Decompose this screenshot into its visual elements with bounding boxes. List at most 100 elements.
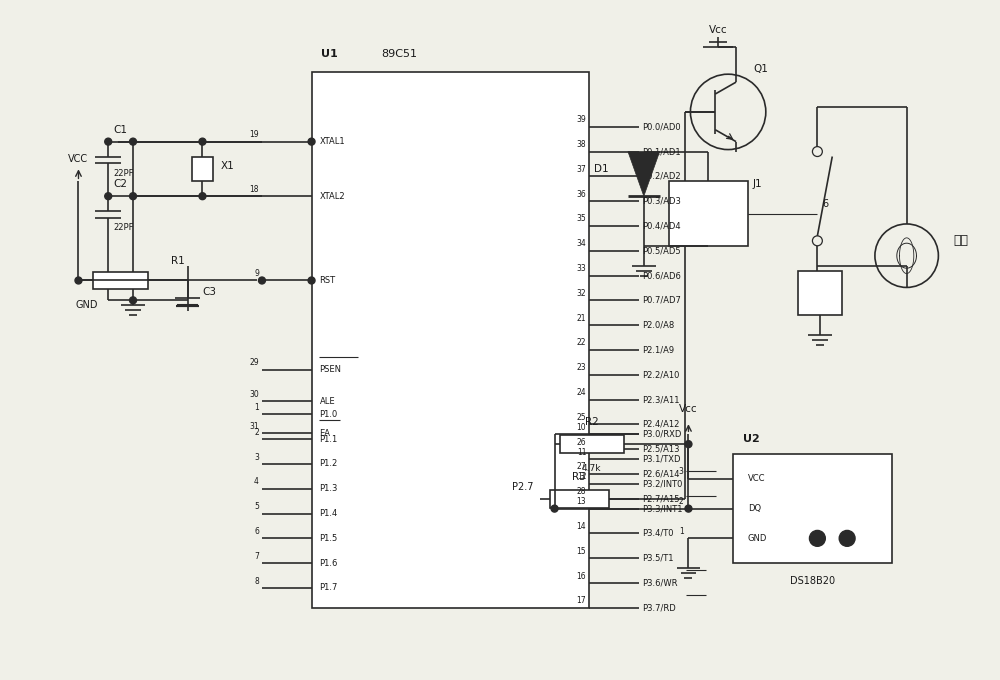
Text: U2: U2: [743, 435, 760, 444]
Text: 22PF: 22PF: [113, 169, 134, 178]
Text: 19: 19: [249, 130, 259, 139]
Text: 38: 38: [577, 140, 586, 149]
Text: 89C51: 89C51: [381, 50, 417, 59]
Circle shape: [551, 505, 558, 512]
Text: P1.4: P1.4: [319, 509, 338, 518]
Text: 23: 23: [577, 363, 586, 372]
Text: J1: J1: [753, 180, 763, 189]
Text: D1: D1: [594, 164, 609, 174]
Circle shape: [685, 505, 692, 512]
Text: 16: 16: [577, 572, 586, 581]
Bar: [192, 156, 213, 182]
Text: 37: 37: [577, 165, 586, 174]
Text: P2.6/A14: P2.6/A14: [642, 469, 679, 479]
Circle shape: [809, 530, 825, 546]
Text: DS18B20: DS18B20: [790, 576, 835, 586]
Text: P1.1: P1.1: [319, 435, 338, 443]
Text: 12: 12: [577, 473, 586, 481]
Circle shape: [105, 192, 112, 200]
Text: DQ: DQ: [748, 504, 761, 513]
Text: 1: 1: [254, 403, 259, 412]
Text: XTAL2: XTAL2: [319, 192, 345, 201]
Text: GND: GND: [748, 534, 767, 543]
Text: P3.2/INT0: P3.2/INT0: [642, 479, 682, 488]
Circle shape: [308, 138, 315, 145]
Text: P0.7/AD7: P0.7/AD7: [642, 296, 681, 305]
Bar: [798, 271, 842, 316]
Text: U1: U1: [321, 50, 338, 59]
Text: 7: 7: [254, 551, 259, 561]
Bar: [669, 182, 748, 245]
Text: P2.5/A13: P2.5/A13: [642, 445, 679, 454]
Text: 6: 6: [822, 199, 828, 209]
Text: 30: 30: [249, 390, 259, 399]
Text: P0.1/AD1: P0.1/AD1: [642, 147, 680, 156]
Circle shape: [839, 530, 855, 546]
Bar: [93, 271, 148, 290]
Circle shape: [308, 277, 315, 284]
Text: P0.3/AD3: P0.3/AD3: [642, 197, 681, 205]
Text: VCC: VCC: [748, 475, 765, 483]
Text: PSEN: PSEN: [319, 365, 341, 374]
Text: 11: 11: [577, 447, 586, 456]
Circle shape: [75, 277, 82, 284]
Text: 5: 5: [254, 502, 259, 511]
Text: P2.1/A9: P2.1/A9: [642, 345, 674, 354]
Text: 8: 8: [254, 577, 259, 585]
Text: P0.6/AD6: P0.6/AD6: [642, 271, 681, 280]
Text: X1: X1: [220, 161, 234, 171]
Text: 3: 3: [679, 467, 683, 477]
Text: 21: 21: [577, 313, 586, 323]
Bar: [550, 490, 609, 507]
Text: 26: 26: [577, 438, 586, 447]
Circle shape: [130, 138, 136, 145]
Text: P3.3/INT1: P3.3/INT1: [642, 504, 682, 513]
Text: RST: RST: [319, 276, 336, 285]
Text: 9: 9: [254, 269, 259, 278]
Text: 1: 1: [679, 527, 683, 536]
Text: XTAL1: XTAL1: [319, 137, 345, 146]
Text: P3.6/WR: P3.6/WR: [642, 579, 677, 588]
Polygon shape: [628, 152, 660, 197]
Text: P1.5: P1.5: [319, 534, 338, 543]
Text: Vcc: Vcc: [679, 405, 698, 414]
Text: 3: 3: [254, 452, 259, 462]
Text: 33: 33: [577, 264, 586, 273]
Text: C3: C3: [202, 288, 216, 297]
Text: R1: R1: [171, 256, 185, 266]
Text: 6: 6: [254, 527, 259, 536]
Circle shape: [130, 192, 136, 200]
Circle shape: [199, 138, 206, 145]
Text: 2: 2: [679, 497, 683, 506]
Text: 13: 13: [577, 497, 586, 506]
Text: 27: 27: [577, 462, 586, 471]
Text: P2.7/A15: P2.7/A15: [642, 494, 679, 503]
Text: ALE: ALE: [319, 397, 335, 406]
Text: 10: 10: [577, 423, 586, 432]
Text: 36: 36: [577, 190, 586, 199]
Text: Vcc: Vcc: [709, 24, 728, 35]
Text: P1.7: P1.7: [319, 583, 338, 592]
Text: P3.1/TXD: P3.1/TXD: [642, 454, 680, 464]
Text: P3.7/RD: P3.7/RD: [642, 603, 676, 612]
Text: P2.0/A8: P2.0/A8: [642, 321, 674, 330]
Text: 2: 2: [254, 428, 259, 437]
Circle shape: [685, 441, 692, 447]
Circle shape: [105, 138, 112, 145]
Text: 4.7k: 4.7k: [582, 464, 601, 473]
Circle shape: [199, 192, 206, 200]
Text: R3: R3: [572, 472, 586, 482]
Text: P2.2/A10: P2.2/A10: [642, 370, 679, 379]
Bar: [312, 72, 589, 608]
Text: 22PF: 22PF: [113, 224, 134, 233]
Text: P2.7: P2.7: [512, 482, 533, 492]
Text: Q1: Q1: [753, 64, 768, 74]
Text: R2: R2: [585, 418, 599, 427]
Text: 32: 32: [577, 289, 586, 298]
Text: 15: 15: [577, 547, 586, 556]
Text: P0.0/AD0: P0.0/AD0: [642, 122, 680, 131]
Text: 29: 29: [249, 358, 259, 367]
Text: P0.2/AD2: P0.2/AD2: [642, 172, 680, 181]
Text: P2.3/A11: P2.3/A11: [642, 395, 679, 404]
Circle shape: [130, 297, 136, 304]
